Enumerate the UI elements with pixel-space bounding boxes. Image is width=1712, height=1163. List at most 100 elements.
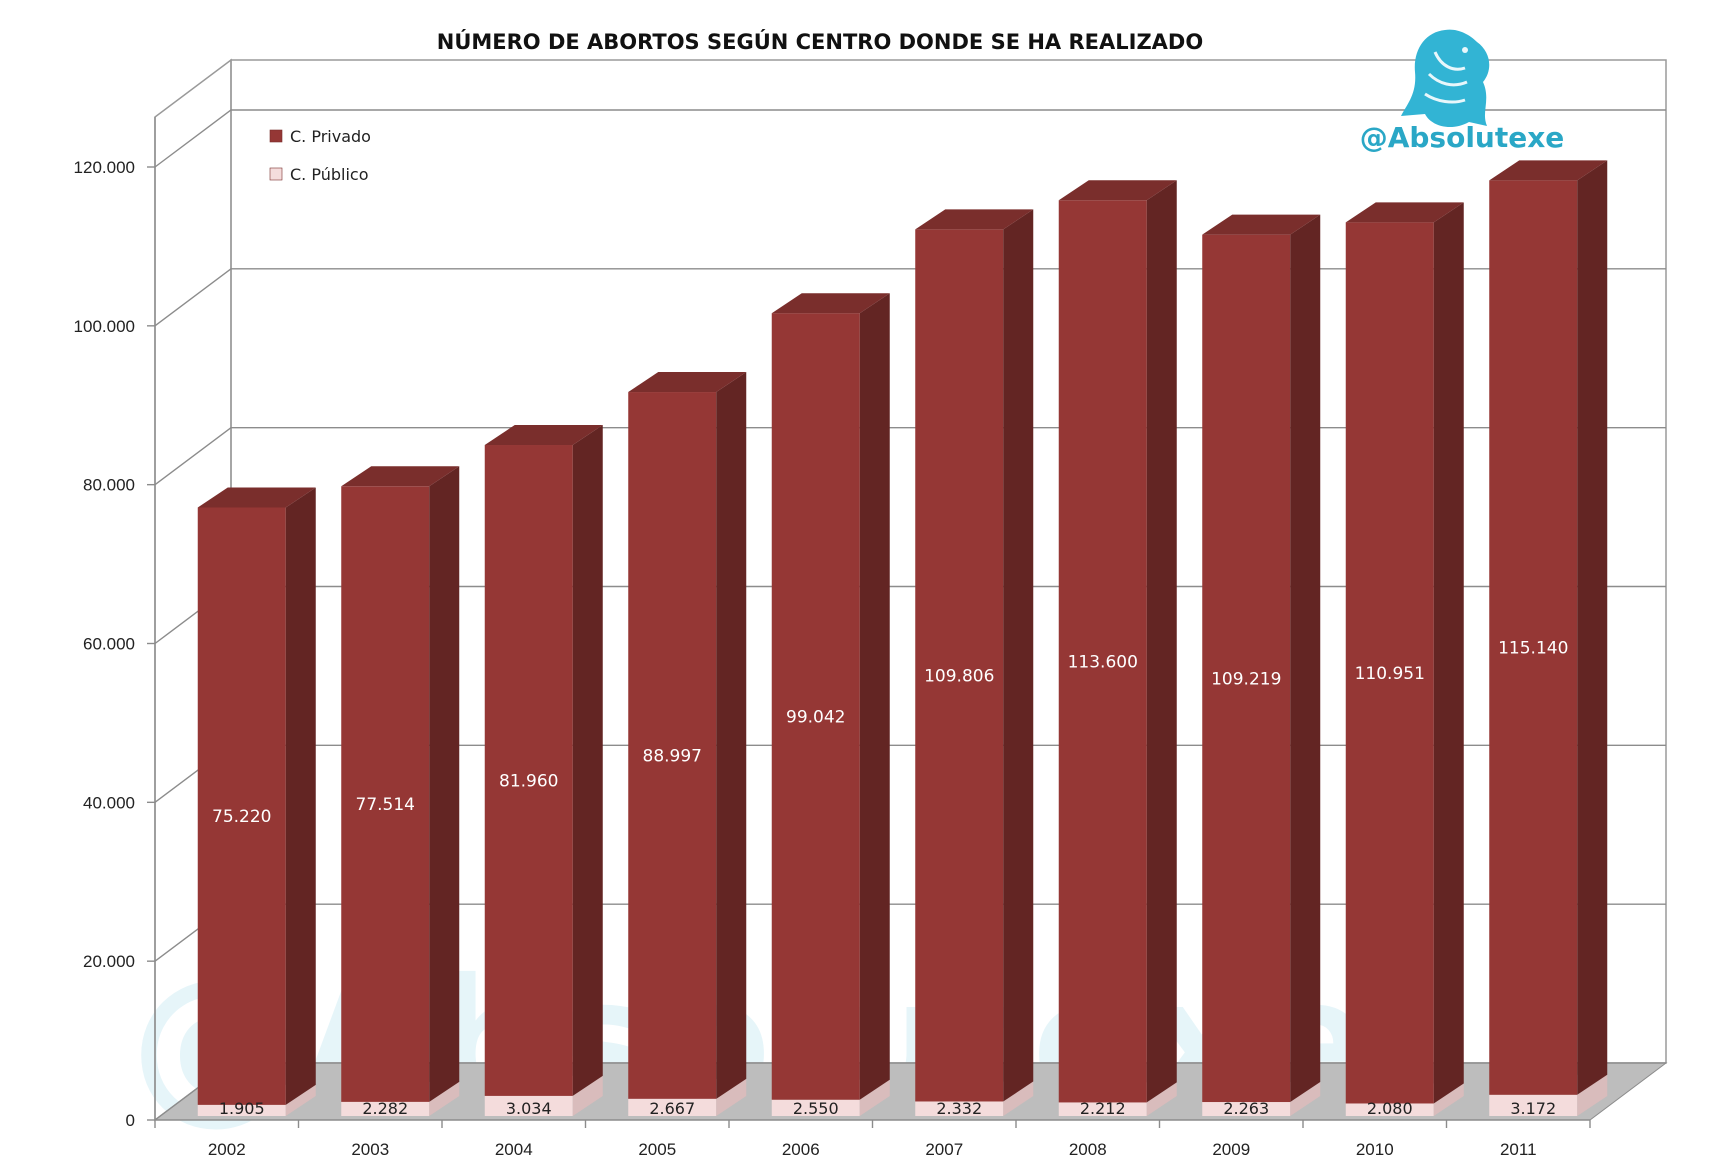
- bar-privado-top: [341, 466, 460, 487]
- bar-privado: [628, 372, 747, 1099]
- bar-privado-side: [1003, 209, 1034, 1102]
- bar-publico-front: [771, 1099, 860, 1116]
- legend-label: C. Público: [290, 165, 368, 184]
- data-label-privado: 88.997: [643, 746, 702, 766]
- data-label-privado: 77.514: [356, 795, 415, 815]
- y-tick-label: 40.000: [83, 793, 135, 812]
- data-label-publico: 2.282: [362, 1099, 408, 1118]
- bar-publico-side: [859, 1079, 890, 1116]
- bar-publico-side: [429, 1081, 460, 1116]
- gridline: [154, 268, 1666, 327]
- y-axis: 0 20.000 40.000 60.000 80.000 100.000 120.000: [74, 117, 156, 1130]
- data-label-publico: 2.080: [1367, 1099, 1413, 1118]
- data-label-publico: 2.667: [649, 1099, 695, 1118]
- legend-label: C. Privado: [290, 127, 371, 146]
- bar-privado-front: [197, 507, 286, 1105]
- data-label-privado: 99.042: [786, 707, 845, 727]
- x-tick-label: 2005: [638, 1140, 676, 1159]
- y-tick-label: 100.000: [74, 317, 135, 336]
- legend-swatch: [269, 167, 283, 181]
- bar-privado-side: [285, 487, 316, 1105]
- data-label-publico: 2.550: [793, 1099, 839, 1118]
- x-tick-label: 2004: [495, 1140, 533, 1159]
- bar-privado: [341, 466, 460, 1102]
- bar-privado: [1058, 180, 1177, 1103]
- bars: [197, 160, 1608, 1116]
- bar-privado-front: [1345, 222, 1434, 1104]
- bar-publico-side: [1577, 1074, 1608, 1116]
- data-label-privado: 110.951: [1355, 664, 1425, 684]
- bar-privado-front: [628, 392, 717, 1099]
- bar-publico-front: [915, 1101, 1004, 1116]
- chart-title: NÚMERO DE ABORTOS SEGÚN CENTRO DONDE SE …: [436, 30, 1204, 54]
- bar-publico-side: [572, 1075, 603, 1116]
- y-tick-label: 0: [126, 1111, 135, 1130]
- bar-privado-side: [572, 425, 603, 1096]
- x-tick-label: 2003: [351, 1140, 389, 1159]
- data-label-privado: 81.960: [499, 771, 558, 791]
- bar-publico-side: [716, 1078, 747, 1116]
- data-label-privado: 109.806: [924, 666, 994, 686]
- bar-privado-front: [1489, 180, 1578, 1095]
- bar-privado-top: [771, 293, 890, 314]
- bar-publico-front: [197, 1104, 286, 1116]
- x-tick-label: 2009: [1212, 1140, 1250, 1159]
- bar-publico-side: [1146, 1082, 1177, 1116]
- bar-publico-side: [1433, 1083, 1464, 1116]
- brand: @Absolutexe: [1360, 29, 1565, 154]
- bar-privado: [484, 425, 603, 1096]
- bar-privado: [1489, 160, 1608, 1095]
- bar-privado-top: [628, 372, 747, 393]
- x-tick-label: 2008: [1069, 1140, 1107, 1159]
- bar-privado: [771, 293, 890, 1100]
- data-label-publico: 3.034: [506, 1099, 552, 1118]
- gridline: [154, 109, 1666, 168]
- legend: C. Privado C. Público: [269, 127, 371, 184]
- bar-privado-top: [1345, 202, 1464, 223]
- bar-publico-front: [1058, 1102, 1147, 1116]
- bar-privado: [1202, 214, 1321, 1103]
- bar-privado-side: [1433, 202, 1464, 1104]
- data-label-publico: 2.332: [936, 1099, 982, 1118]
- data-labels: 75.220 1.905 77.514 2.282 81.960 3.034 88.997 2…: [212, 639, 1568, 1118]
- bar-privado: [915, 209, 1034, 1102]
- data-label-privado: 113.600: [1068, 652, 1138, 672]
- griffin-eye: [1462, 47, 1468, 53]
- bar-publico-front: [1202, 1102, 1291, 1116]
- data-label-privado: 109.219: [1211, 669, 1281, 689]
- bar-privado-top: [484, 425, 603, 446]
- bar-privado: [1345, 202, 1464, 1104]
- bar-privado-front: [771, 313, 860, 1100]
- bar-publico-side: [285, 1084, 316, 1116]
- x-tick-label: 2010: [1356, 1140, 1394, 1159]
- griffin-logo-icon: [1401, 29, 1490, 128]
- bar-privado-side: [716, 372, 747, 1099]
- bar-privado-side: [1146, 180, 1177, 1103]
- data-label-publico: 3.172: [1510, 1099, 1556, 1118]
- bar-publico-side: [1003, 1081, 1034, 1116]
- bar-privado-side: [1290, 214, 1321, 1103]
- x-tick-label: 2006: [782, 1140, 820, 1159]
- griffin-feathers: [1424, 51, 1468, 104]
- bar-privado-top: [1058, 180, 1177, 201]
- data-label-privado: 115.140: [1498, 639, 1568, 659]
- legend-swatch: [269, 129, 283, 143]
- bar-privado-front: [484, 445, 573, 1096]
- griffin-body: [1401, 29, 1490, 128]
- bar-privado: [197, 487, 316, 1105]
- bar-privado-side: [1577, 160, 1608, 1095]
- x-tick-label: 2002: [208, 1140, 246, 1159]
- x-axis: 2002 2003 2004 2005 2006 2007 2008 2009 2010 2011: [154, 1119, 1591, 1159]
- bar-privado-top: [915, 209, 1034, 230]
- data-label-privado: 75.220: [212, 807, 271, 827]
- bar-privado-front: [1202, 234, 1291, 1103]
- y-tick-label: 80.000: [83, 476, 135, 495]
- bar-privado-top: [197, 487, 316, 508]
- bar-privado-front: [341, 486, 430, 1102]
- brand-handle: @Absolutexe: [1360, 121, 1565, 154]
- x-tick-label: 2011: [1500, 1140, 1537, 1159]
- bar-publico-front: [341, 1101, 430, 1116]
- gridline: [154, 426, 1666, 486]
- bar-publico-front: [1345, 1103, 1434, 1116]
